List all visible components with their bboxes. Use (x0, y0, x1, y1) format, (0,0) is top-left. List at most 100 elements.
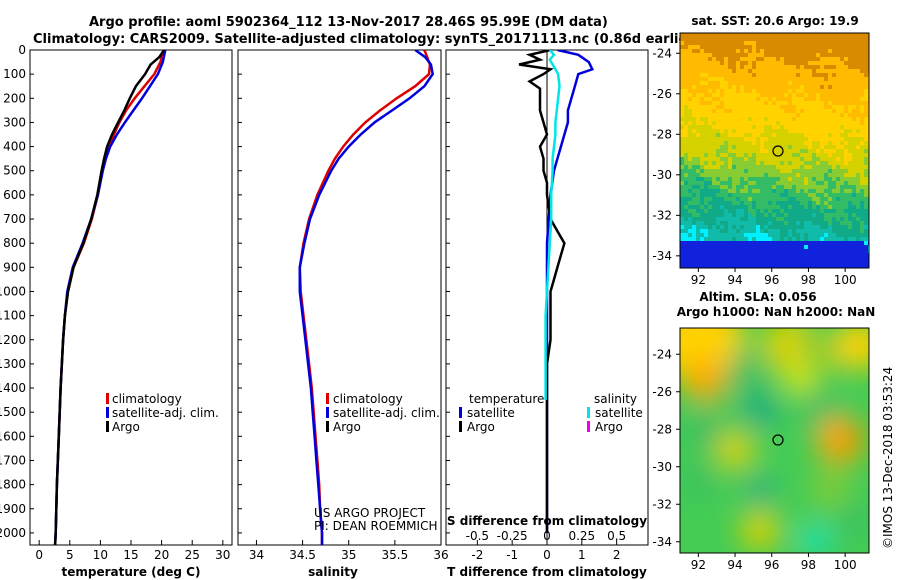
depth-tick-label: 1400 (0, 381, 26, 395)
x-tick-label: 5 (66, 548, 74, 562)
depth-tick-label: 1300 (0, 357, 26, 371)
depth-tick-label: 1500 (0, 405, 26, 419)
depth-tick-label: 1800 (0, 478, 26, 492)
series-line-satellite-adj-clim (53, 50, 167, 545)
lat-tick-label: -30 (652, 460, 672, 474)
lon-tick-label: 94 (727, 273, 742, 287)
depth-tick-label: 0 (18, 43, 26, 57)
sla-map-subtitle: Argo h1000: NaN h2000: NaN (677, 305, 876, 319)
lat-tick-label: -30 (652, 168, 672, 182)
lat-tick-label: -34 (652, 249, 672, 263)
lon-tick-label: 98 (801, 273, 816, 287)
lat-tick-label: -28 (652, 422, 672, 436)
x-tick-label: 2 (613, 548, 621, 562)
sst-map-title: sat. SST: 20.6 Argo: 19.9 (691, 14, 858, 28)
t-difference-axis-label: T difference from climatology (447, 565, 647, 579)
series-line-argo-temperature (518, 50, 566, 533)
temperature-panel-frame (29, 49, 233, 546)
legend-label-s-satellite: satellite (595, 406, 643, 420)
lat-tick-label: -26 (652, 385, 672, 399)
project-credit: US ARGO PROJECT (314, 506, 426, 520)
lat-tick-label: -32 (652, 497, 672, 511)
lat-tick-label: -34 (652, 535, 672, 549)
legend-label-t-satellite: satellite (467, 406, 515, 420)
lat-tick-label: -28 (652, 127, 672, 141)
x-tick-label: 35.5 (382, 548, 409, 562)
imos-credit: ©IMOS 13-Dec-2018 03:53:24 (881, 367, 895, 549)
legend-label-climatology: climatology (333, 392, 403, 406)
x-tick-label: 34.5 (289, 548, 316, 562)
depth-tick-label: 100 (3, 67, 26, 81)
profile-lines (53, 50, 595, 545)
x-tick-label: 34 (249, 548, 264, 562)
s-diff-tick-label: 0.5 (607, 529, 626, 543)
lon-tick-label: 92 (691, 558, 706, 572)
depth-tick-label: 500 (3, 164, 26, 178)
temperature-legend: climatology satellite-adj. clim. Argo (106, 392, 219, 434)
x-tick-label: 15 (123, 548, 138, 562)
legend-swatch-argo (326, 421, 329, 432)
x-tick-label: -1 (506, 548, 518, 562)
legend-title-temperature: temperature (469, 392, 544, 406)
depth-tick-label: 900 (3, 260, 26, 274)
legend-title-salinity: salinity (594, 392, 637, 406)
depth-tick-label: 1900 (0, 502, 26, 516)
legend-label-t-argo: Argo (467, 420, 495, 434)
s-difference-axis-label: S difference from climatology (447, 514, 647, 528)
lon-tick-label: 94 (727, 558, 742, 572)
sla-heatmap (680, 328, 869, 553)
sla-map-title: Altim. SLA: 0.056 (699, 290, 816, 304)
x-tick-label: 10 (93, 548, 108, 562)
lon-tick-label: 100 (834, 558, 857, 572)
depth-tick-label: 1100 (0, 309, 26, 323)
legend-swatch-climatology (326, 393, 329, 404)
lon-tick-label: 96 (764, 273, 779, 287)
lat-tick-label: -24 (652, 46, 672, 60)
depth-tick-label: 1000 (0, 284, 26, 298)
series-line-satellite-salinity (544, 50, 561, 401)
x-axes: 0 5 10 15 20 25 30 34 34.5 35 35.5 36 -2 -1 0 1 2 -0.5 -0.… (35, 529, 626, 562)
series-line-climatology (298, 50, 432, 545)
x-tick-label: 1 (578, 548, 586, 562)
x-tick-label: 0 (543, 548, 551, 562)
sst-heatmap (680, 33, 869, 268)
x-tick-label: 25 (185, 548, 200, 562)
depth-tick-label: 300 (3, 115, 26, 129)
legend-label-satellite: satellite-adj. clim. (333, 406, 440, 420)
legend-swatch-t-argo (459, 421, 462, 432)
legend-swatch-argo (106, 421, 109, 432)
legend-swatch-s-satellite (587, 407, 590, 418)
legend-label-climatology: climatology (112, 392, 182, 406)
legend-label-argo: Argo (112, 420, 140, 434)
depth-tick-label: 2000 (0, 526, 26, 540)
series-line-climatology (53, 50, 165, 545)
x-tick-label: 0 (35, 548, 43, 562)
legend-swatch-satellite (326, 407, 329, 418)
difference-legend: temperature salinity satellite Argo sate… (459, 392, 643, 434)
legend-swatch-climatology (106, 393, 109, 404)
pi-credit: PI: DEAN ROEMMICH (314, 519, 437, 533)
x-tick-label: -2 (471, 548, 483, 562)
legend-swatch-t-satellite (459, 407, 462, 418)
figure-title: Argo profile: aoml 5902364_112 13-Nov-20… (89, 15, 608, 30)
temperature-axis-label: temperature (deg C) (62, 565, 201, 579)
depth-axis: 0 100 200 300 400 500 600 700 800 900 1000 1100 1200… (0, 43, 450, 540)
sst-argo-location-marker (772, 145, 784, 157)
salinity-axis-label: salinity (308, 565, 358, 579)
salinity-panel-frame (237, 49, 442, 546)
x-tick-label: 20 (154, 548, 169, 562)
series-line-satellite-temperature (545, 50, 595, 533)
legend-swatch-s-argo (587, 421, 590, 432)
sla-argo-location-marker (772, 434, 784, 446)
salinity-legend: climatology satellite-adj. clim. Argo (326, 392, 440, 434)
lon-tick-label: 100 (834, 273, 857, 287)
legend-swatch-satellite (106, 407, 109, 418)
depth-tick-label: 1600 (0, 429, 26, 443)
lon-tick-label: 96 (764, 558, 779, 572)
legend-label-satellite: satellite-adj. clim. (112, 406, 219, 420)
depth-tick-label: 600 (3, 188, 26, 202)
depth-tick-label: 800 (3, 236, 26, 250)
s-diff-tick-label: -0.25 (497, 529, 528, 543)
lat-tick-label: -32 (652, 208, 672, 222)
legend-label-argo: Argo (333, 420, 361, 434)
